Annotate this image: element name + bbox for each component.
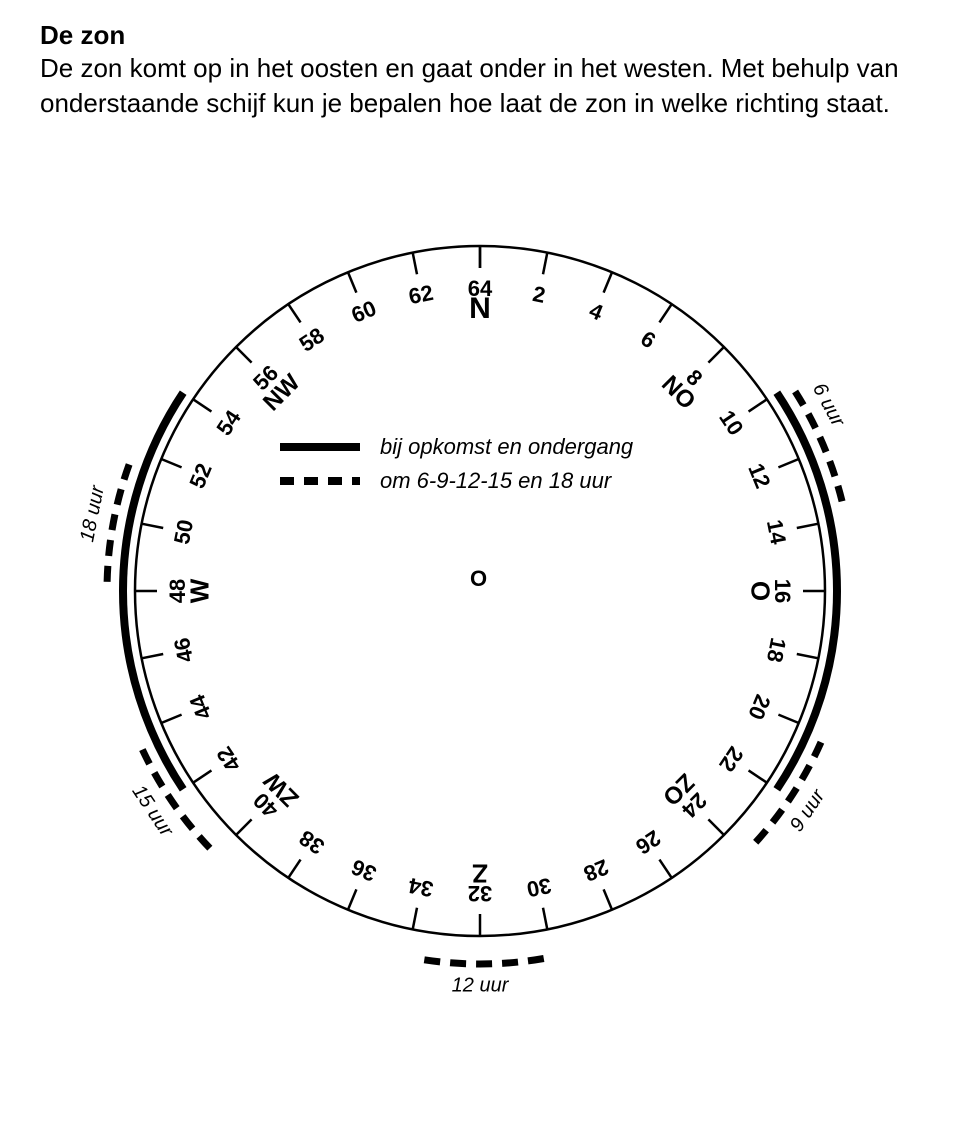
legend: bij opkomst en ondergang om 6-9-12-15 en…	[280, 426, 633, 502]
cardinal-w: W	[185, 579, 216, 604]
tick-number-62: 62	[407, 280, 436, 310]
page: De zon De zon komt op in het oosten en g…	[0, 0, 960, 1126]
cardinal-o: O	[745, 581, 776, 601]
legend-swatch-dashed	[280, 477, 360, 485]
tick-number-46: 46	[169, 636, 199, 665]
legend-swatch-solid	[280, 443, 360, 451]
tick-number-18: 18	[761, 636, 791, 665]
tick-number-30: 30	[524, 872, 553, 902]
legend-row2: om 6-9-12-15 en 18 uur	[380, 468, 611, 494]
legend-row1: bij opkomst en ondergang	[380, 434, 633, 460]
tick-number-50: 50	[169, 518, 199, 547]
center-symbol: O	[470, 566, 487, 592]
cardinal-z: Z	[472, 858, 488, 889]
cardinal-n: N	[469, 292, 491, 326]
intro-paragraph: De zon komt op in het oosten en gaat ond…	[40, 51, 920, 121]
tick-number-34: 34	[407, 872, 436, 902]
compass-dial: 2468101214161820222426283032343638404244…	[40, 151, 920, 1031]
section-title: De zon	[40, 20, 920, 51]
time-label-12-uur: 12 uur	[452, 975, 509, 998]
